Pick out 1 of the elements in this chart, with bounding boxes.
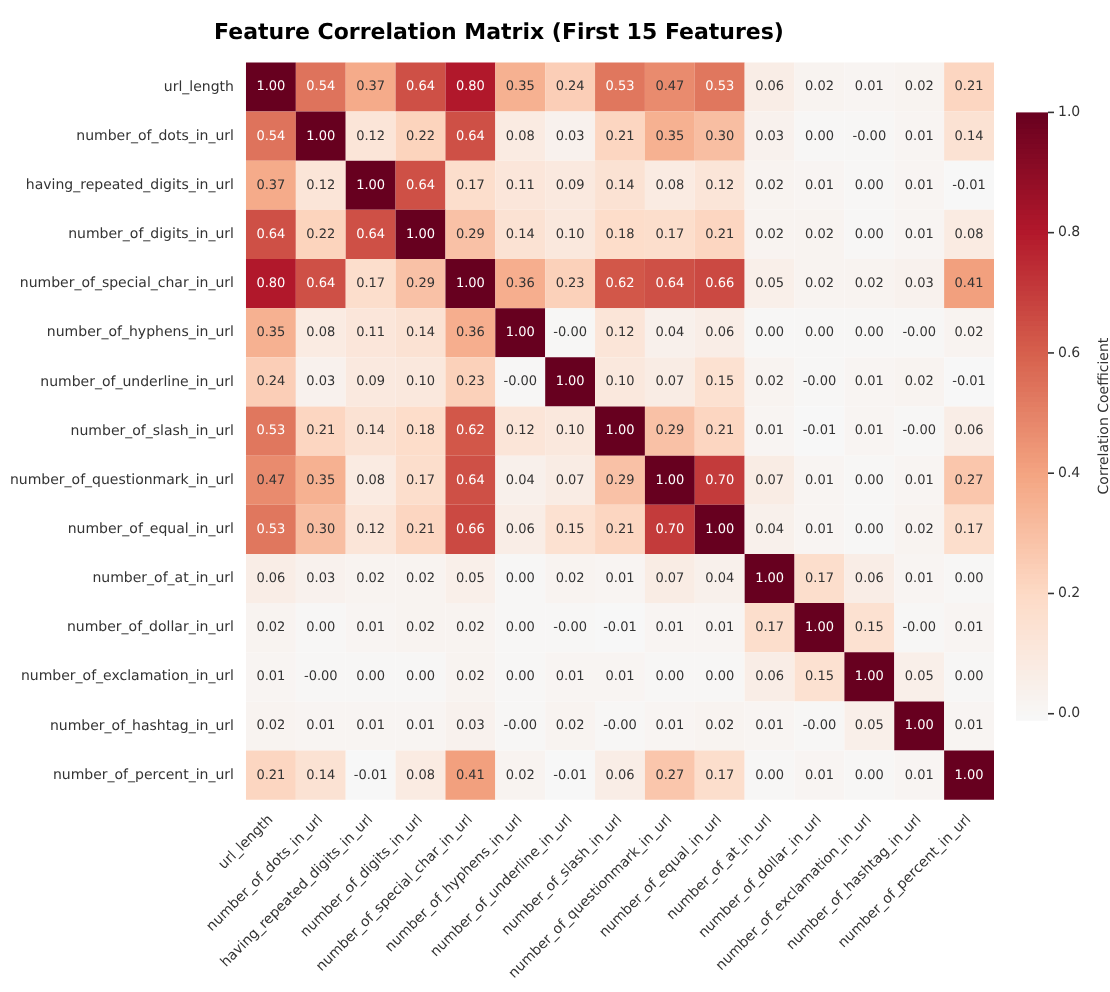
chart-title: Feature Correlation Matrix (First 15 Features) [214,18,784,45]
